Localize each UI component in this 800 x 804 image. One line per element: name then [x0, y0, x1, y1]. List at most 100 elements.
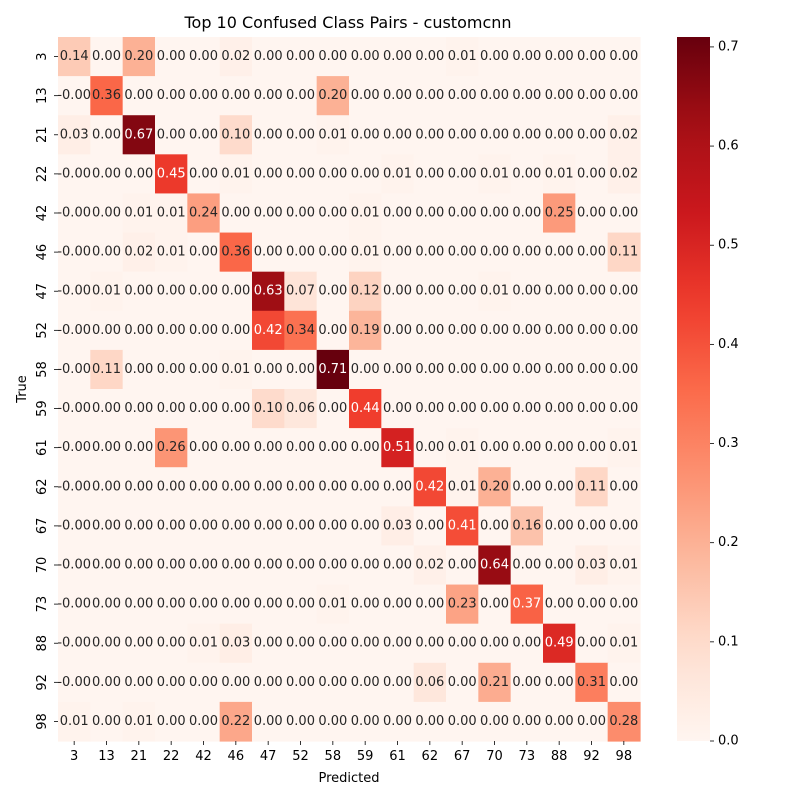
colorbar-tick-label: 0.0	[718, 734, 739, 749]
cell-value-label: 0.00	[545, 401, 574, 416]
heatmap-cell	[510, 623, 544, 664]
cell-value-label: 0.10	[254, 401, 283, 416]
heatmap-cell	[349, 115, 382, 155]
cell-value-label: 0.28	[609, 714, 638, 729]
cell-value-label: 0.00	[480, 206, 509, 221]
heatmap-cell	[155, 349, 188, 390]
heatmap-cell	[90, 37, 124, 77]
cell-value-label: -0.00	[57, 323, 91, 338]
heatmap-cell	[446, 467, 479, 507]
cell-value-label: 0.00	[448, 401, 477, 416]
cell-value-label: 0.01	[351, 245, 380, 260]
cell-value-label: 0.00	[157, 49, 186, 64]
x-tick-label: 58	[325, 749, 342, 764]
cell-value-label: 0.00	[609, 362, 638, 377]
cell-value-label: 0.00	[512, 323, 541, 338]
heatmap-cell	[413, 662, 447, 703]
heatmap-cell	[349, 428, 382, 468]
cell-value-label: 0.00	[157, 518, 186, 533]
heatmap-cell	[155, 662, 188, 703]
heatmap-cell	[607, 349, 641, 390]
heatmap-cell	[252, 389, 285, 429]
x-tick-label: 61	[389, 749, 406, 764]
cell-value-label: 0.00	[448, 166, 477, 181]
cell-value-label: 0.00	[189, 597, 218, 612]
heatmap-cell	[284, 428, 318, 468]
heatmap-cell	[446, 701, 479, 742]
heatmap-cell	[187, 37, 221, 77]
cell-value-label: 0.00	[157, 323, 186, 338]
cell-value-label: 0.01	[92, 284, 121, 299]
cell-value-label: 0.00	[351, 479, 380, 494]
cell-value-label: 0.00	[577, 518, 606, 533]
heatmap-cell	[575, 506, 609, 547]
cell-value-label: 0.44	[351, 401, 380, 416]
cell-value-label: 0.00	[351, 675, 380, 690]
cell-value-label: 0.37	[512, 597, 541, 612]
heatmap-cell	[316, 115, 350, 155]
cell-value-label: 0.00	[577, 401, 606, 416]
heatmap-cell	[543, 428, 576, 468]
heatmap-cell	[607, 623, 641, 664]
heatmap-cell	[90, 662, 124, 703]
cell-value-label: 0.00	[221, 518, 250, 533]
heatmap-cell	[349, 467, 382, 507]
heatmap-cell	[478, 193, 512, 234]
heatmap-cell	[446, 623, 479, 664]
cell-value-label: 0.11	[577, 479, 606, 494]
cell-value-label: 0.00	[254, 49, 283, 64]
heatmap-cell	[155, 115, 188, 155]
cell-value-label: 0.11	[609, 245, 638, 260]
heatmap-cell	[122, 154, 156, 195]
heatmap-cell	[58, 545, 91, 586]
heatmap-cell	[446, 545, 479, 586]
cell-value-label: 0.00	[383, 206, 412, 221]
heatmap-cell	[252, 701, 285, 742]
cell-value-label: 0.00	[577, 636, 606, 651]
cell-value-label: 0.00	[124, 284, 153, 299]
cell-value-label: 0.00	[254, 714, 283, 729]
heatmap-cell	[543, 232, 576, 273]
cell-value-label: 0.00	[383, 558, 412, 573]
cell-value-label: 0.20	[318, 88, 347, 103]
cell-value-label: 0.00	[577, 440, 606, 455]
cell-value-label: 0.00	[415, 440, 444, 455]
cell-value-label: -0.00	[57, 597, 91, 612]
heatmap-cell	[607, 467, 641, 507]
cell-value-label: 0.00	[383, 127, 412, 142]
cell-value-label: 0.00	[189, 558, 218, 573]
heatmap-cell	[316, 467, 350, 507]
heatmap-cell	[413, 506, 447, 547]
heatmap-cell	[413, 389, 447, 429]
heatmap-cell	[381, 271, 415, 312]
heatmap-cell	[58, 506, 91, 547]
cell-value-label: 0.01	[157, 206, 186, 221]
cell-value-label: 0.00	[448, 88, 477, 103]
cell-value-label: 0.00	[318, 558, 347, 573]
cell-value-label: 0.00	[318, 479, 347, 494]
heatmap-cell	[575, 232, 609, 273]
y-tick-label: 92	[35, 674, 50, 691]
heatmap-cell	[90, 349, 124, 390]
y-axis-ticks: 3 13 21 22 42 46 47 52 58 59 61 62 67 70 73 88 92 98	[35, 52, 58, 730]
cell-value-label: 0.00	[92, 440, 121, 455]
heatmap-cell	[155, 623, 188, 664]
heatmap-cell	[446, 271, 479, 312]
heatmap-cell	[284, 154, 318, 195]
cell-value-label: 0.00	[609, 323, 638, 338]
heatmap-cell	[316, 506, 350, 547]
cell-value-label: 0.00	[286, 166, 315, 181]
heatmap-cell	[478, 154, 512, 195]
y-tick-label: 21	[35, 127, 50, 144]
cell-value-label: 0.64	[480, 558, 509, 573]
heatmap-cell	[122, 310, 156, 351]
heatmap-cell	[607, 310, 641, 351]
heatmap-cell	[413, 115, 447, 155]
cell-value-label: 0.00	[577, 206, 606, 221]
cell-value-label: 0.00	[415, 245, 444, 260]
cell-value-label: 0.00	[351, 714, 380, 729]
cell-value-label: 0.00	[512, 401, 541, 416]
cell-value-label: 0.00	[189, 401, 218, 416]
cell-value-label: 0.00	[383, 362, 412, 377]
cell-value-label: 0.45	[157, 166, 186, 181]
